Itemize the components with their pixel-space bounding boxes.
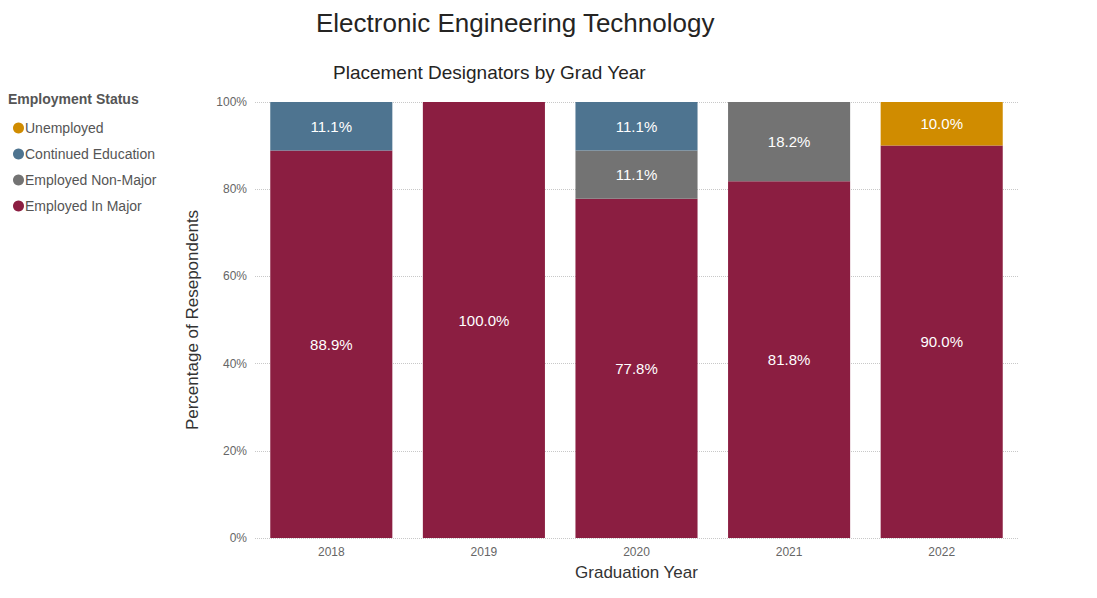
svg-text:81.8%: 81.8% bbox=[768, 351, 811, 368]
svg-text:2020: 2020 bbox=[623, 545, 650, 559]
svg-text:40%: 40% bbox=[223, 357, 247, 371]
svg-text:Unemployed: Unemployed bbox=[25, 120, 104, 136]
svg-text:100.0%: 100.0% bbox=[458, 312, 509, 329]
svg-text:Employment Status: Employment Status bbox=[8, 91, 139, 107]
svg-text:Employed Non-Major: Employed Non-Major bbox=[25, 172, 157, 188]
svg-text:80%: 80% bbox=[223, 182, 247, 196]
svg-text:2018: 2018 bbox=[318, 545, 345, 559]
svg-text:20%: 20% bbox=[223, 444, 247, 458]
svg-text:Graduation Year: Graduation Year bbox=[575, 563, 698, 582]
svg-text:100%: 100% bbox=[216, 95, 247, 109]
svg-text:Employed In Major: Employed In Major bbox=[25, 198, 142, 214]
svg-text:Electronic Engineering Technol: Electronic Engineering Technology bbox=[316, 8, 714, 38]
svg-text:11.1%: 11.1% bbox=[616, 118, 657, 135]
svg-text:11.1%: 11.1% bbox=[311, 118, 352, 135]
svg-text:88.9%: 88.9% bbox=[310, 336, 353, 353]
svg-text:18.2%: 18.2% bbox=[768, 133, 811, 150]
svg-text:10.0%: 10.0% bbox=[920, 115, 963, 132]
svg-text:Continued Education: Continued Education bbox=[25, 146, 155, 162]
svg-text:0%: 0% bbox=[230, 531, 248, 545]
svg-text:11.1%: 11.1% bbox=[616, 166, 657, 183]
svg-text:2022: 2022 bbox=[928, 545, 955, 559]
svg-text:90.0%: 90.0% bbox=[920, 333, 963, 350]
svg-text:60%: 60% bbox=[223, 269, 247, 283]
svg-text:Placement Designators by Grad: Placement Designators by Grad Year bbox=[333, 62, 646, 83]
svg-text:2019: 2019 bbox=[471, 545, 498, 559]
svg-text:Percentage of Resepondents: Percentage of Resepondents bbox=[183, 210, 202, 430]
svg-text:77.8%: 77.8% bbox=[615, 360, 658, 377]
svg-text:2021: 2021 bbox=[776, 545, 803, 559]
